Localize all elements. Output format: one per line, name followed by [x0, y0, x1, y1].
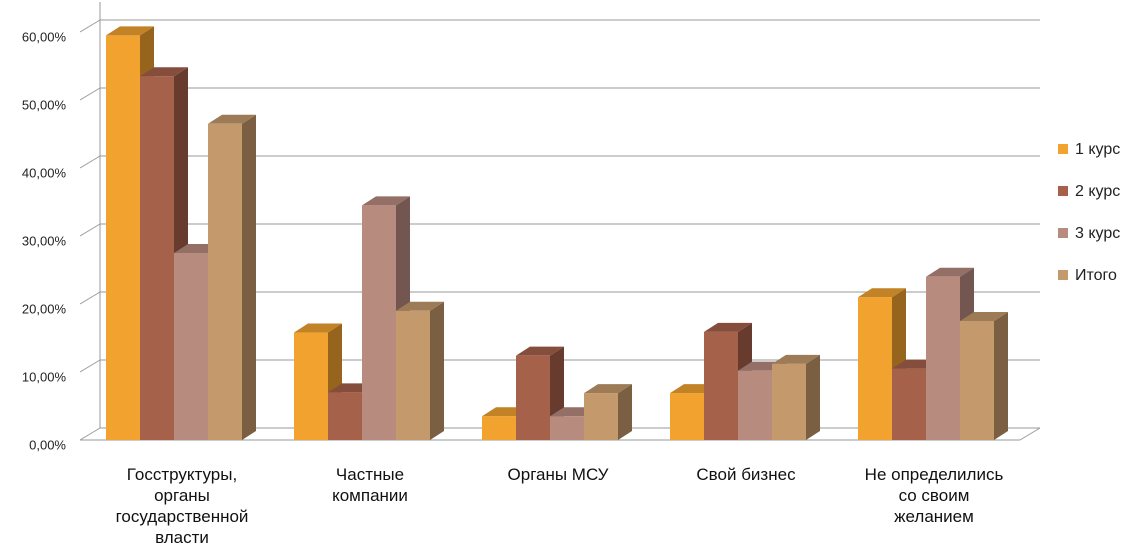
x-tick-label: Органы МСУ: [507, 465, 609, 484]
bar-top: [516, 346, 564, 356]
bar-side: [806, 354, 820, 440]
bar-side: [618, 384, 632, 440]
bar-top: [926, 267, 974, 277]
bar: [584, 393, 618, 440]
bar: [208, 123, 242, 441]
bar-top: [396, 301, 444, 311]
bar-top: [140, 67, 188, 77]
y-tick-label: 20,00%: [22, 301, 67, 316]
bar-top: [362, 196, 410, 206]
bar: [396, 310, 430, 440]
y-tick-label: 10,00%: [22, 369, 67, 384]
x-tick-label: Частные компании: [332, 465, 408, 505]
legend-label: Итого: [1075, 267, 1117, 284]
bar: [174, 253, 208, 440]
bar: [858, 297, 892, 440]
bar: [516, 355, 550, 440]
bar: [362, 205, 396, 440]
grid-diag: [79, 155, 101, 169]
bar: [772, 363, 806, 440]
bar-side: [242, 114, 256, 441]
x-tick-label: Не определились со своим желанием: [864, 465, 1004, 526]
bar-top: [208, 114, 256, 124]
grid-diag: [79, 291, 101, 305]
bar: [670, 393, 704, 440]
x-tick-label: Свой бизнес: [696, 465, 796, 484]
bar-top: [960, 312, 1008, 321]
legend-swatch: [1058, 228, 1068, 238]
x-tick-label: Госструктуры, органы государственной вла…: [115, 465, 249, 547]
legend-swatch: [1058, 144, 1068, 154]
legend-label: 3 курс: [1075, 225, 1120, 242]
bar-top: [704, 322, 752, 332]
bar-top: [584, 384, 632, 394]
bar: [550, 416, 584, 440]
bar-top: [106, 26, 154, 36]
grid-diag: [79, 19, 101, 33]
bar: [738, 370, 772, 440]
bar: [328, 392, 362, 440]
bar: [106, 35, 140, 441]
y-tick-label: 30,00%: [22, 233, 67, 248]
bar-top: [772, 354, 820, 364]
bar-top: [294, 323, 342, 333]
y-tick-label: 0,00%: [29, 437, 66, 452]
bar: [294, 332, 328, 440]
grid-diag: [79, 359, 101, 373]
grid-diag: [79, 223, 101, 237]
y-tick-label: 40,00%: [22, 165, 67, 180]
bar: [926, 276, 960, 440]
legend-swatch: [1058, 270, 1068, 280]
legend-label: 2 курс: [1075, 183, 1120, 200]
bar-side: [430, 301, 444, 440]
floor-right: [1019, 427, 1041, 441]
legend-swatch: [1058, 186, 1068, 196]
y-tick-label: 50,00%: [22, 97, 67, 112]
grid-diag: [79, 87, 101, 101]
grid-diag: [79, 427, 101, 441]
bar: [892, 368, 926, 440]
bar: [704, 331, 738, 440]
bar: [960, 321, 994, 440]
bar: [482, 416, 516, 440]
bar: [140, 76, 174, 440]
legend-label: 1 курс: [1075, 141, 1120, 158]
y-tick-label: 60,00%: [22, 29, 67, 44]
bar-side: [994, 312, 1008, 440]
bar-top: [858, 288, 906, 298]
